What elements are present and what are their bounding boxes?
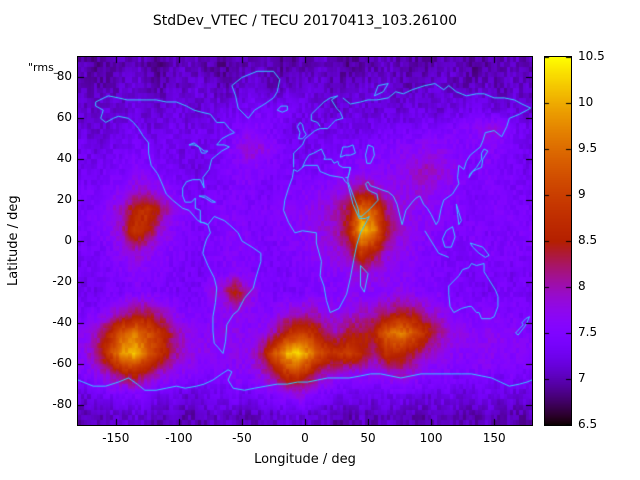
colorbar-tick-label: 6.5 [578,417,598,431]
y-tick-label: -60 [52,355,72,370]
x-tick-label: 150 [482,431,506,445]
colorbar-tick-label: 10.5 [578,49,605,63]
colorbar-tick-label: 7.5 [578,325,598,339]
x-tick-label: -150 [102,431,130,445]
y-tick-label: -40 [52,314,72,329]
colorbar-tick-label: 9 [578,187,586,201]
colorbar-tick-label: 8.5 [578,233,598,247]
x-tick-label: 0 [301,431,309,445]
x-axis-label: Longitude / deg [254,452,356,467]
x-tick-label: 50 [360,431,376,445]
y-tick-label: 0 [64,233,72,247]
chart-title: StdDev_VTEC / TECU 20170413_103.26100 [152,13,458,29]
colorbar-tick-label: 8 [578,279,586,293]
x-tick-label: -100 [165,431,193,445]
y-tick-label: -80 [52,396,72,411]
y-tick-label: 20 [56,192,72,207]
y-tick-label: -20 [52,273,72,288]
y-axis-label: Latitude / deg [6,195,21,287]
key-annotation: "rms_ [28,61,60,74]
colorbar-tick-label: 7 [578,371,586,385]
y-tick-label: 40 [56,151,72,166]
heatmap-canvas [78,57,532,425]
x-tick-label: 100 [419,431,443,445]
colorbar-tick-label: 10 [578,95,594,109]
y-tick-label: 60 [56,110,72,125]
x-tick-label: -50 [232,431,252,445]
colorbar-canvas [545,57,571,425]
colorbar-tick-label: 9.5 [578,141,598,155]
